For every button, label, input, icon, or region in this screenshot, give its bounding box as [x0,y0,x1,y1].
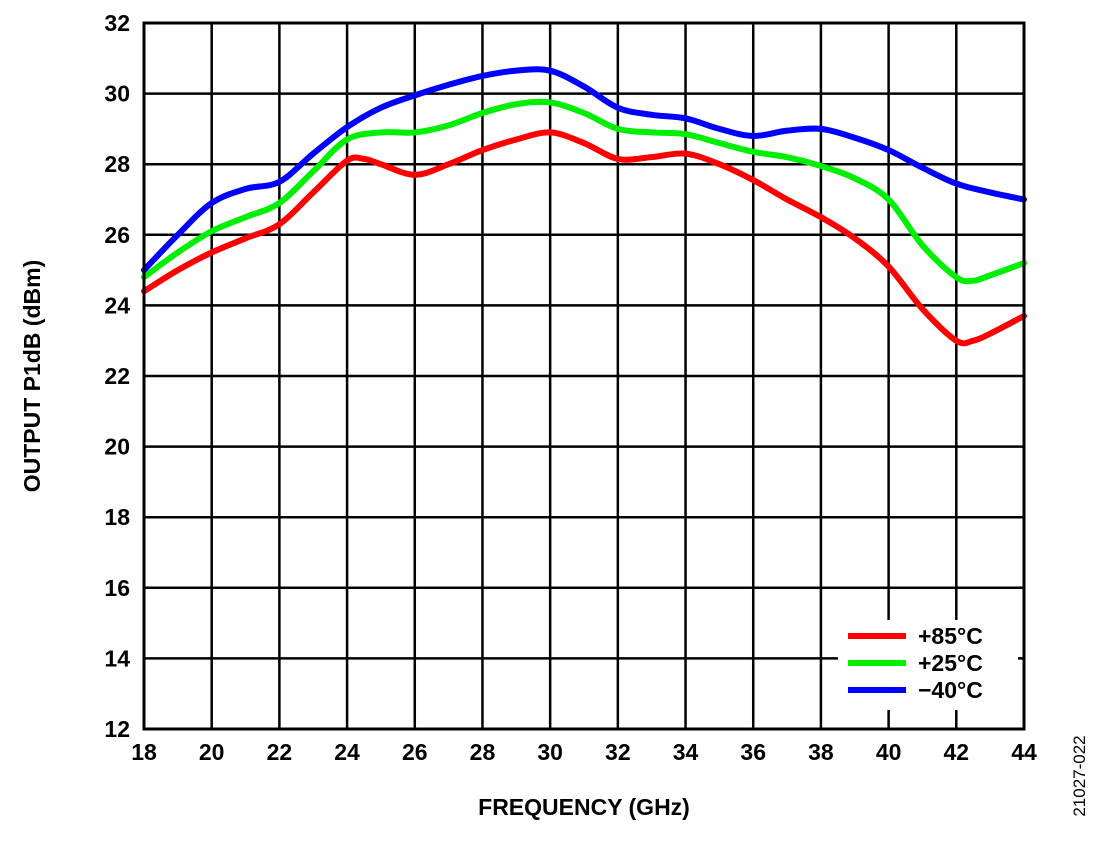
y-axis-label: OUTPUT P1dB (dBm) [19,260,45,493]
legend-label: +25°C [918,650,983,676]
x-tick-label: 38 [808,739,834,765]
x-tick-label: 24 [334,739,360,765]
y-tick-label: 12 [104,716,130,742]
x-tick-label: 28 [470,739,496,765]
y-tick-label: 24 [104,292,130,318]
legend-label: −40°C [918,677,983,703]
x-tick-label: 22 [267,739,293,765]
legend-label: +85°C [918,623,983,649]
y-tick-label: 26 [104,222,130,248]
y-tick-label: 20 [104,434,130,460]
series-lines [141,66,1027,347]
x-tick-label: 32 [605,739,631,765]
figure-id: 21027-022 [1070,735,1089,816]
y-tick-label: 32 [104,10,130,36]
y-tick-label: 30 [104,81,130,107]
y-tick-label: 18 [104,504,130,530]
x-axis-label: FREQUENCY (GHz) [478,794,690,820]
x-tick-label: 30 [537,739,563,765]
x-tick-label: 44 [1011,739,1037,765]
x-tick-label: 18 [131,739,157,765]
x-tick-label: 36 [740,739,766,765]
series-line-0 [141,129,1027,347]
y-tick-label: 16 [104,575,130,601]
x-tick-label: 20 [199,739,225,765]
tick-labels: 18 20 22 24 26 28 30 32 34 36 38 40 42 44 12 14 16 18 20 22… [104,10,1037,765]
x-tick-label: 42 [944,739,970,765]
x-tick-label: 26 [402,739,428,765]
plot-frame [142,21,1026,731]
series-line-2 [141,66,1027,274]
series-line-1 [141,98,1027,285]
legend: +85°C+25°C−40°C [838,620,1018,710]
y-tick-label: 22 [104,363,130,389]
x-tick-label: 34 [673,739,699,765]
x-tick-label: 40 [876,739,902,765]
y-tick-label: 14 [104,645,130,671]
y-tick-label: 28 [104,151,130,177]
